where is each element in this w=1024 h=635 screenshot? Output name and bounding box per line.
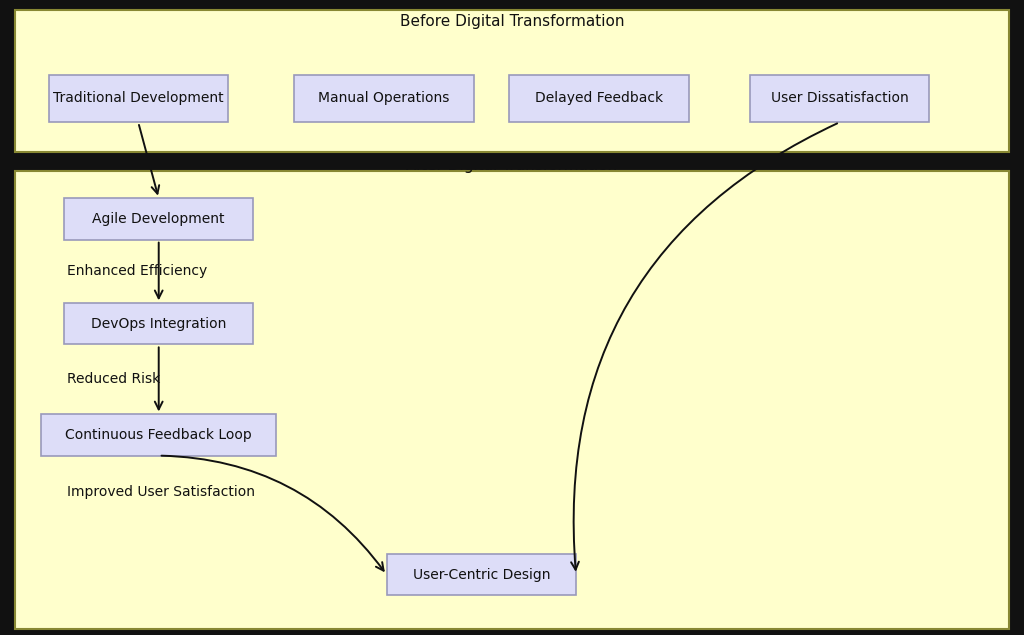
FancyBboxPatch shape	[41, 415, 276, 456]
Text: Manual Operations: Manual Operations	[318, 91, 450, 105]
Text: Before Digital Transformation: Before Digital Transformation	[399, 14, 625, 29]
Text: Reduced Risk: Reduced Risk	[67, 372, 160, 386]
Text: Continuous Feedback Loop: Continuous Feedback Loop	[66, 428, 252, 442]
FancyBboxPatch shape	[750, 75, 930, 122]
FancyBboxPatch shape	[386, 554, 575, 596]
FancyBboxPatch shape	[63, 198, 254, 239]
Text: Improved User Satisfaction: Improved User Satisfaction	[67, 485, 255, 499]
Text: User-Centric Design: User-Centric Design	[413, 568, 550, 582]
Text: After Digital Transformation: After Digital Transformation	[407, 157, 617, 173]
FancyBboxPatch shape	[15, 10, 1009, 152]
FancyBboxPatch shape	[295, 75, 473, 122]
Text: DevOps Integration: DevOps Integration	[91, 317, 226, 331]
FancyBboxPatch shape	[509, 75, 688, 122]
Text: Traditional Development: Traditional Development	[53, 91, 223, 105]
Text: User Dissatisfaction: User Dissatisfaction	[771, 91, 908, 105]
Text: Agile Development: Agile Development	[92, 212, 225, 226]
FancyBboxPatch shape	[63, 304, 254, 344]
FancyBboxPatch shape	[15, 171, 1009, 629]
Text: Delayed Feedback: Delayed Feedback	[535, 91, 664, 105]
FancyBboxPatch shape	[49, 75, 227, 122]
Text: Enhanced Efficiency: Enhanced Efficiency	[67, 264, 207, 278]
